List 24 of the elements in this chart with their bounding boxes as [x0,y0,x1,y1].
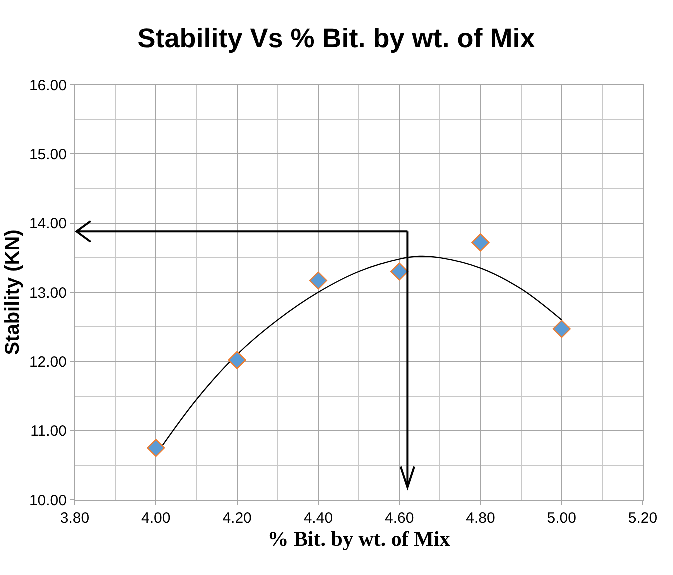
x-tick-label: 3.80 [60,510,90,527]
y-tick-label: 11.00 [30,423,67,440]
x-tick-label: 5.20 [628,510,658,527]
x-tick-label: 4.80 [466,510,496,527]
y-tick-label: 12.00 [29,354,67,371]
y-tick-label: 15.00 [29,146,67,164]
y-axis-title: Stability (KN) [2,230,24,356]
point [390,262,409,281]
chart-title: Stability Vs % Bit. by wt. of Mix [138,24,536,54]
point [552,320,571,338]
point [472,234,490,252]
y-tick-label: 16.00 [29,77,67,94]
y-tick-label: 10.00 [29,492,67,510]
x-tick-label: 4.40 [304,510,334,527]
x-axis-title: % Bit. by wt. of Mix [268,527,451,551]
point [228,351,246,370]
x-tick-label: 4.00 [142,510,171,527]
point [309,272,328,290]
point [147,439,166,458]
x-tick-label: 5.00 [547,510,576,527]
y-tick-label: 14.00 [29,216,67,233]
y-tick-label: 13.00 [29,284,67,302]
x-tick-label: 4.60 [384,510,414,527]
x-tick-label: 4.20 [222,510,252,527]
